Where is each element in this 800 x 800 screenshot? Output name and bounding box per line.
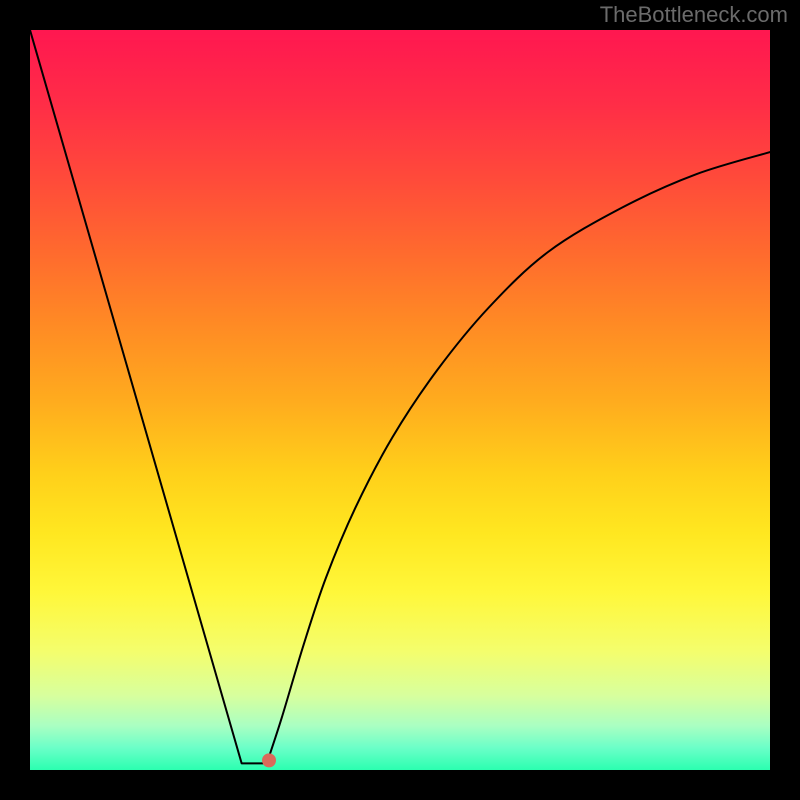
- plot-area: [30, 30, 770, 770]
- chart-container: TheBottleneck.com: [0, 0, 800, 800]
- curve-overlay: [30, 30, 770, 770]
- bottleneck-curve: [30, 30, 770, 763]
- watermark-text: TheBottleneck.com: [600, 2, 788, 28]
- minimum-marker-dot: [262, 753, 276, 767]
